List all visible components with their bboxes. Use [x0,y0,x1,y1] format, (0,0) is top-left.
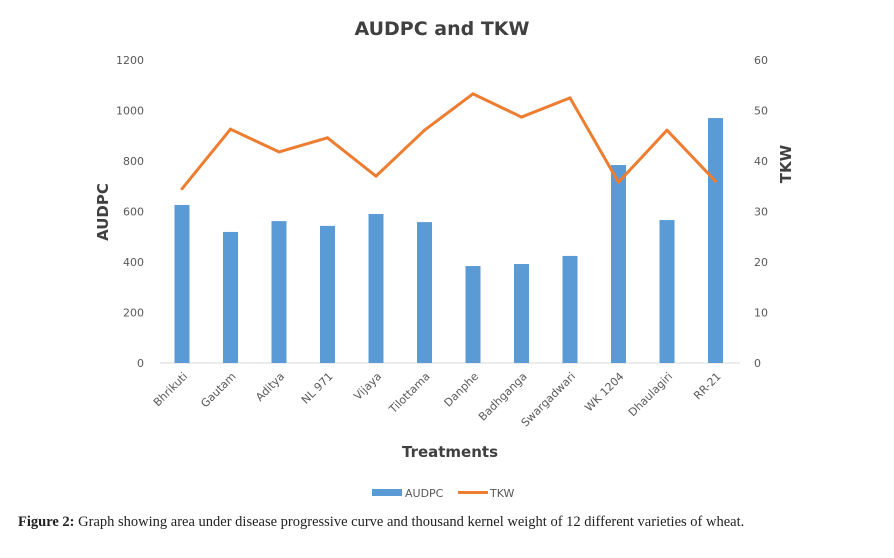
x-tick-label: Danphe [442,370,482,410]
x-tick-label: NL 971 [299,370,336,407]
y-tick-label: 1000 [116,105,144,118]
figure-caption: Figure 2: Graph showing area under disea… [18,514,888,531]
line-tkw [180,92,717,191]
y-tick-label: 400 [123,256,144,269]
tkw-line-path [180,92,717,190]
bar-audpc-2 [271,221,287,363]
x-tick-label: Bhrikuti [151,370,190,409]
bar-audpc-3 [320,225,335,363]
y-tick-label: 800 [123,155,144,168]
legend-label-tkw: TKW [489,487,515,500]
y-tick-label: 1200 [116,54,144,67]
tkw-point-2 [277,150,281,154]
y2-tick-label: 0 [754,357,761,370]
x-tick-label: Vijaya [351,370,384,403]
y2-tick-label: 60 [754,54,768,67]
bar-audpc-10 [659,220,675,363]
tkw-point-0 [180,187,184,191]
legend-label-audpc: AUDPC [405,487,444,500]
legend: AUDPC TKW [372,487,515,500]
bar-audpc-11 [708,118,723,363]
x-tick-label: Tilottama [386,370,433,417]
y-axis-left: 0 200 400 600 800 1000 1200 [116,54,144,370]
caption-label: Figure 2: [18,514,75,530]
y-axis-title: AUDPC [94,183,112,241]
x-tick-label: Badhganga [476,370,530,424]
bar-audpc-4 [368,214,384,363]
bar-audpc-8 [562,255,578,363]
y-tick-label: 0 [137,357,144,370]
y-tick-label: 600 [123,206,144,219]
tkw-point-11 [714,179,717,183]
tkw-point-9 [617,180,620,184]
x-tick-label: Gautam [198,370,238,410]
chart: AUDPC and TKW 0 200 400 600 800 1000 1200 0 10 2… [94,18,795,500]
y2-tick-label: 20 [754,256,768,269]
bar-audpc-6 [465,266,481,363]
legend-swatch-audpc [372,489,402,496]
tkw-point-5 [423,128,426,132]
y2-tick-label: 30 [754,206,768,219]
tkw-point-1 [229,127,232,131]
bar-audpc-5 [417,222,432,363]
tkw-point-8 [568,96,572,100]
y2-tick-label: 40 [754,155,768,168]
bar-audpc-0 [174,204,190,363]
bars-audpc [174,118,723,363]
x-tick-label: RR-21 [691,370,723,402]
x-tick-label: Dhaulagiri [626,370,675,419]
x-axis-title: Treatments [402,443,498,461]
bar-audpc-1 [223,231,238,363]
y-tick-label: 200 [123,307,144,320]
x-tick-label: WK 1204 [582,370,626,414]
x-axis: Bhrikuti Gautam Aditya NL 971 Vijaya Tilottam… [151,370,724,430]
y-axis-right: 0 10 20 30 40 50 60 [754,54,768,370]
tkw-point-7 [520,115,523,119]
tkw-point-10 [665,128,669,132]
caption-text: Graph showing area under disease progres… [74,514,745,530]
bar-audpc-9 [611,165,626,363]
bar-audpc-7 [514,264,529,363]
tkw-point-6 [471,92,475,96]
chart-title: AUDPC and TKW [354,18,529,40]
y2-tick-label: 10 [754,307,768,320]
y2-tick-label: 50 [754,105,768,118]
tkw-point-4 [374,174,378,178]
y2-axis-title: TKW [777,144,795,183]
x-tick-label: Aditya [253,370,287,404]
tkw-point-3 [326,136,329,140]
